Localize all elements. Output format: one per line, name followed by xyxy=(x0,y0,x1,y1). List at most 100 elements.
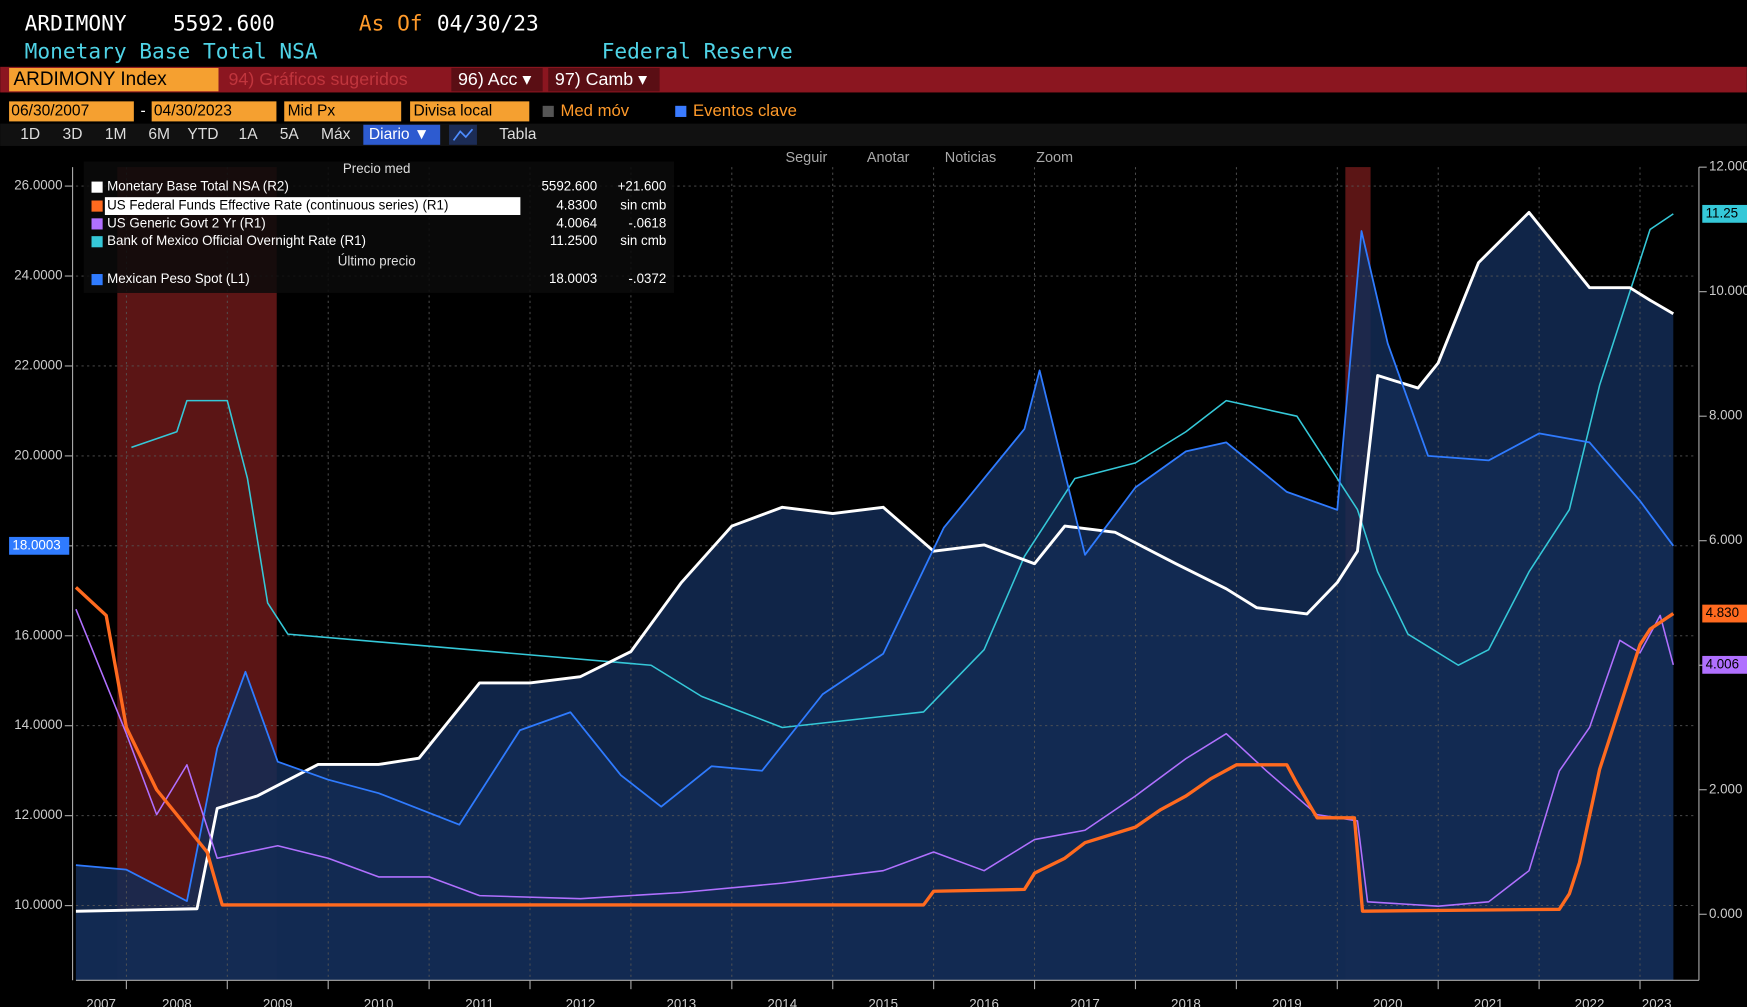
x-tick-label: 2020 xyxy=(1373,996,1403,1007)
series-line xyxy=(75,230,1675,903)
table[interactable]: Tabla xyxy=(499,126,537,143)
series-line xyxy=(74,586,1675,913)
legend-swatch xyxy=(91,236,103,248)
index-box[interactable] xyxy=(9,67,219,92)
y-tick-label: 26.0000 xyxy=(14,178,62,193)
legend-entry: US Federal Funds Effective Rate (continu… xyxy=(107,198,448,213)
acc: 96) Acc ▾ xyxy=(458,69,531,89)
legend-swatch xyxy=(91,181,103,193)
last-value-badge xyxy=(1702,204,1747,223)
legend-last: 4.0064 xyxy=(556,215,597,230)
y-tick-label: 16.0000 xyxy=(14,627,62,642)
series-line xyxy=(75,608,1675,907)
x-tick-label: 2013 xyxy=(667,996,697,1007)
legend-swatch xyxy=(91,274,103,286)
y2-tick-label: 12.000 xyxy=(1709,159,1747,174)
last-value-badge xyxy=(1702,655,1747,674)
source: Federal Reserve xyxy=(602,38,793,63)
x-tick-label: 2018 xyxy=(1171,996,1201,1007)
legend-last-head: Último precio xyxy=(338,253,416,268)
period-button[interactable]: 3D xyxy=(63,126,83,143)
legend-last: 5592.600 xyxy=(542,179,598,194)
y-tick-label: 14.0000 xyxy=(14,717,62,732)
x-tick-label: 2015 xyxy=(868,996,898,1007)
y2-tick-label: 10.000 xyxy=(1709,283,1747,298)
x-tick-label: 2012 xyxy=(566,996,596,1007)
x-tick-label: 2021 xyxy=(1474,996,1504,1007)
chart-tool[interactable]: Zoom xyxy=(1036,150,1073,166)
index: ARDIMONY Index xyxy=(14,69,168,90)
series-line xyxy=(131,213,1674,729)
y-tick-label: 12.0000 xyxy=(14,807,62,822)
period-button[interactable]: 1D xyxy=(20,126,40,143)
chart-tool[interactable]: Noticias xyxy=(945,150,996,166)
chart-tool[interactable]: Anotar xyxy=(867,150,910,166)
start-date: 06/30/2007 xyxy=(11,103,89,120)
suggested[interactable]: 94) Gráficos sugeridos xyxy=(229,69,408,89)
end-date: 04/30/2023 xyxy=(154,103,232,120)
last-value-label: 18.0003 xyxy=(12,537,60,552)
legend-entry: Mexican Peso Spot (L1) xyxy=(107,271,250,286)
legend-change: sin cmb xyxy=(620,233,666,248)
camb: 97) Camb ▾ xyxy=(555,69,647,89)
legend-highlight xyxy=(104,197,521,215)
last-value-label: 4.830 xyxy=(1706,605,1739,620)
start-input[interactable] xyxy=(9,101,134,122)
legend-change: +21.600 xyxy=(618,179,667,194)
series-line xyxy=(75,210,1675,913)
events-checkbox[interactable] xyxy=(675,105,687,117)
command-bar xyxy=(0,66,1747,93)
ticker: ARDIMONY xyxy=(25,11,127,36)
legend-swatch xyxy=(91,218,103,230)
series-area xyxy=(75,231,1674,981)
mov-checkbox[interactable] xyxy=(542,105,554,117)
last-value-badge xyxy=(1702,604,1747,623)
period-button[interactable]: Máx xyxy=(321,126,351,143)
x-tick-label: 2010 xyxy=(364,996,394,1007)
end-input[interactable] xyxy=(151,101,277,122)
x-tick-label: 2011 xyxy=(465,996,494,1007)
last-value-label: 4.006 xyxy=(1706,656,1739,671)
freq: Diario ▼ xyxy=(369,126,429,143)
chart-type-icon xyxy=(452,128,474,141)
acc-button[interactable] xyxy=(451,67,543,92)
period-bar xyxy=(0,123,1747,146)
camb-button[interactable] xyxy=(548,67,660,92)
x-tick-label: 2023 xyxy=(1642,996,1672,1007)
as-of-date: 04/30/23 xyxy=(437,11,539,36)
x-tick-label: 2014 xyxy=(767,996,797,1007)
last-value-badge xyxy=(9,536,70,555)
y2-tick-label: 6.000 xyxy=(1709,532,1742,547)
y-tick-label: 24.0000 xyxy=(14,268,62,283)
y-tick-label: 10.0000 xyxy=(14,897,62,912)
legend-entry: US Generic Govt 2 Yr (R1) xyxy=(107,215,266,230)
last-value-label: 11.25 xyxy=(1706,205,1738,220)
y2-tick-label: 2.000 xyxy=(1709,781,1742,796)
legend-last: 4.8300 xyxy=(556,198,597,213)
legend-change: -.0618 xyxy=(628,215,666,230)
y2-tick-label: 0.000 xyxy=(1709,906,1742,921)
legend-entry: Bank of Mexico Official Overnight Rate (… xyxy=(107,233,366,248)
freq-button[interactable] xyxy=(363,124,441,145)
legend-last: 18.0003 xyxy=(549,271,597,286)
events: Eventos clave xyxy=(693,101,797,120)
dash: - xyxy=(141,103,146,120)
y-tick-label: 20.0000 xyxy=(14,447,62,462)
legend-box xyxy=(83,161,675,293)
legend-swatch xyxy=(91,200,103,212)
period-button[interactable]: 5A xyxy=(280,126,300,143)
px-input[interactable] xyxy=(284,101,402,122)
x-tick-label: 2007 xyxy=(86,996,116,1007)
legend-entry: Monetary Base Total NSA (R2) xyxy=(107,179,289,194)
period-button[interactable]: YTD xyxy=(187,126,218,143)
currency-input[interactable] xyxy=(410,101,530,122)
px: Mid Px xyxy=(288,103,336,120)
currency: Divisa local xyxy=(413,103,492,120)
x-tick-label: 2017 xyxy=(1070,996,1100,1007)
chart-tool[interactable]: Seguir xyxy=(785,150,827,166)
period-button[interactable]: 6M xyxy=(148,126,170,143)
security: Monetary Base Total NSA xyxy=(25,38,318,63)
period-button[interactable]: 1M xyxy=(105,126,127,143)
price: 5592.600 xyxy=(173,11,275,36)
period-button[interactable]: 1A xyxy=(239,126,259,143)
